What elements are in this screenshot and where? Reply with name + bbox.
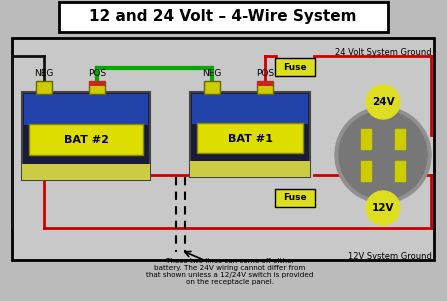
- Text: BAT #1: BAT #1: [228, 134, 272, 144]
- Circle shape: [366, 85, 400, 119]
- Text: NEG: NEG: [202, 69, 222, 78]
- FancyBboxPatch shape: [29, 124, 143, 155]
- FancyBboxPatch shape: [59, 2, 388, 32]
- Text: 12V: 12V: [372, 203, 394, 213]
- Bar: [192, 94, 308, 124]
- Bar: [89, 81, 105, 86]
- Bar: [257, 81, 273, 94]
- Circle shape: [335, 107, 431, 203]
- Text: 12V System Ground: 12V System Ground: [348, 252, 432, 261]
- FancyBboxPatch shape: [275, 189, 315, 207]
- Text: Fuse: Fuse: [283, 63, 307, 72]
- Bar: [190, 92, 310, 177]
- Circle shape: [339, 111, 427, 199]
- Bar: [89, 81, 105, 94]
- Bar: [22, 164, 150, 180]
- Bar: [257, 81, 273, 86]
- Circle shape: [366, 191, 400, 225]
- Bar: [36, 81, 52, 94]
- Bar: [24, 94, 148, 125]
- Bar: [395, 129, 405, 149]
- Bar: [361, 161, 371, 181]
- FancyBboxPatch shape: [197, 123, 303, 153]
- Bar: [22, 92, 150, 180]
- Text: POS: POS: [256, 69, 274, 78]
- Text: 12 and 24 Volt – 4-Wire System: 12 and 24 Volt – 4-Wire System: [89, 10, 357, 24]
- Text: POS: POS: [88, 69, 106, 78]
- FancyBboxPatch shape: [275, 58, 315, 76]
- Text: 24 Volt System Ground: 24 Volt System Ground: [335, 48, 432, 57]
- Text: 24V: 24V: [372, 97, 394, 107]
- Bar: [12, 38, 434, 260]
- Text: These two lines can come off either
battery. The 24V wiring cannot differ from
t: These two lines can come off either batt…: [146, 258, 314, 285]
- Bar: [361, 129, 371, 149]
- Bar: [204, 81, 220, 94]
- Bar: [190, 161, 310, 177]
- Text: NEG: NEG: [34, 69, 54, 78]
- Text: Fuse: Fuse: [283, 194, 307, 203]
- Bar: [395, 161, 405, 181]
- Text: BAT #2: BAT #2: [63, 135, 109, 145]
